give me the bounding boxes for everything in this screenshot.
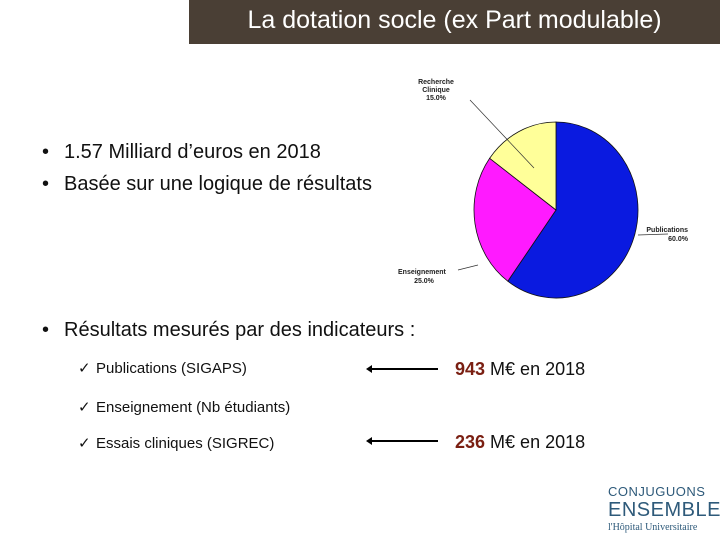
title-bar: La dotation socle (ex Part modulable) bbox=[189, 0, 720, 44]
indicator-essais: ✓ Essais cliniques (SIGREC) bbox=[78, 434, 274, 452]
pie-slice-recherche bbox=[489, 121, 557, 211]
indicator-enseignement-label: Enseignement (Nb étudiants) bbox=[96, 399, 291, 416]
logo-line2: ENSEMBLE bbox=[608, 499, 720, 521]
leader-line-enseignement bbox=[457, 264, 479, 271]
pie-label-recherche-1: Recherche bbox=[418, 79, 454, 86]
pie-label-recherche-2: Clinique bbox=[422, 87, 450, 94]
pie-label-recherche-value: 15.0% bbox=[426, 95, 447, 102]
pie-slice-publications bbox=[507, 121, 639, 299]
publications-amount-number: 943 bbox=[455, 359, 486, 379]
slide-title: La dotation socle (ex Part modulable) bbox=[247, 6, 662, 34]
check-icon: ✓ bbox=[78, 435, 91, 452]
publications-amount: 943 M€ en 2018 bbox=[455, 359, 585, 380]
pie-label-enseignement: Enseignement bbox=[398, 269, 447, 276]
check-icon: ✓ bbox=[78, 360, 91, 377]
bullet-symbol: • bbox=[42, 141, 50, 163]
essais-amount-suffix: M€ en 2018 bbox=[485, 432, 586, 452]
bullet-logic-text: Basée sur une logique de résultats bbox=[64, 173, 372, 195]
indicator-publications: ✓ Publications (SIGAPS) bbox=[78, 359, 247, 377]
pie-chart: Recherche Clinique 15.0% Publications 60… bbox=[398, 79, 689, 299]
logo-line1: CONJUGUONS bbox=[608, 484, 706, 499]
check-icon: ✓ bbox=[78, 399, 91, 416]
indicator-enseignement: ✓ Enseignement (Nb étudiants) bbox=[78, 398, 290, 416]
pie-label-publications: Publications bbox=[646, 227, 688, 234]
bullet-indicators: • Résultats mesurés par des indicateurs : bbox=[42, 319, 415, 342]
bullet-budget-text: 1.57 Milliard d’euros en 2018 bbox=[64, 141, 321, 163]
essais-amount-number: 236 bbox=[455, 432, 486, 452]
logo: CONJUGUONS ENSEMBLE l'Hôpital Universita… bbox=[608, 484, 720, 540]
publications-amount-suffix: M€ en 2018 bbox=[485, 359, 586, 379]
indicator-essais-label: Essais cliniques (SIGREC) bbox=[96, 435, 275, 452]
bullet-symbol: • bbox=[42, 173, 50, 195]
pie-label-publications-value: 60.0% bbox=[668, 236, 689, 243]
arrow-left-icon bbox=[366, 365, 438, 373]
leader-line-recherche bbox=[469, 99, 535, 169]
pie-slice-enseignement bbox=[473, 157, 557, 282]
indicator-publications-label: Publications (SIGAPS) bbox=[96, 360, 247, 377]
bullet-indicators-text: Résultats mesurés par des indicateurs : bbox=[64, 319, 416, 341]
bullet-logic: • Basée sur une logique de résultats bbox=[42, 173, 372, 196]
bullet-symbol: • bbox=[42, 319, 50, 341]
bullet-budget: • 1.57 Milliard d’euros en 2018 bbox=[42, 141, 321, 164]
arrow-left-icon bbox=[366, 437, 438, 445]
logo-line3: l'Hôpital Universitaire bbox=[608, 522, 698, 533]
leader-line-publications bbox=[637, 233, 669, 236]
essais-amount: 236 M€ en 2018 bbox=[455, 432, 585, 453]
pie-label-enseignement-value: 25.0% bbox=[414, 278, 435, 285]
